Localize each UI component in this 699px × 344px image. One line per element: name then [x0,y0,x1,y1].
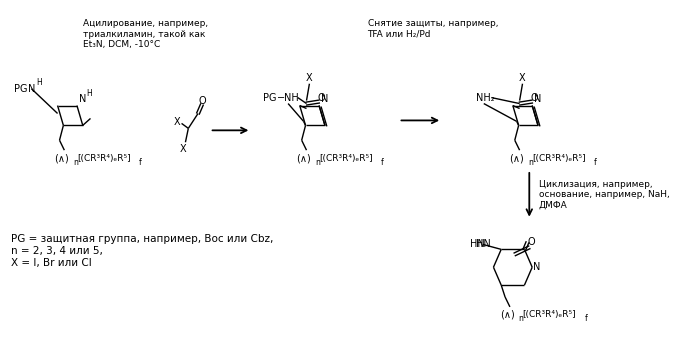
Text: [(CR³R⁴)ₑR⁵]: [(CR³R⁴)ₑR⁵] [77,154,131,163]
Text: X: X [519,73,526,83]
Text: NH: NH [284,93,299,103]
Text: Снятие защиты, например,
TFA или H₂/Pd: Снятие защиты, например, TFA или H₂/Pd [368,19,498,39]
Text: (∧): (∧) [54,153,69,163]
Text: N: N [79,94,86,104]
Text: PG: PG [263,93,276,103]
Text: O: O [528,237,535,247]
Text: O: O [198,96,206,106]
Text: H: H [87,89,92,98]
Text: −: − [278,93,286,103]
Text: Ацилирование, например,
триалкиламин, такой как
Et₃N, DCM, -10°C: Ацилирование, например, триалкиламин, та… [82,19,208,49]
Text: X: X [180,144,187,154]
Text: f: f [594,158,597,166]
Text: N: N [27,84,35,94]
Text: f: f [584,314,587,323]
Text: PG: PG [14,84,27,94]
Text: n: n [528,158,533,166]
Text: (∧): (∧) [510,153,524,163]
Text: n: n [73,158,78,166]
Text: N: N [533,262,540,272]
Text: (∧): (∧) [296,153,311,163]
Text: X: X [173,117,180,127]
Text: H: H [36,78,42,87]
Text: PG = защитная группа, например, Boc или Cbz,
n = 2, 3, 4 или 5,
X = I, Br или Cl: PG = защитная группа, например, Boc или … [11,235,273,268]
Text: f: f [381,158,384,166]
Text: O: O [531,93,538,103]
Text: n: n [315,158,320,166]
Text: Циклизация, например,
основание, например, NaH,
ДМФА: Циклизация, например, основание, наприме… [539,180,670,210]
Text: n: n [519,314,524,323]
Text: NH₂: NH₂ [476,93,495,103]
Text: HN: HN [476,239,491,249]
Text: N: N [534,94,542,104]
Text: O: O [317,93,325,103]
Text: (∧): (∧) [500,310,514,320]
Text: [(CR³R⁴)ₑR⁵]: [(CR³R⁴)ₑR⁵] [523,310,576,319]
Text: N: N [321,94,329,104]
Text: [(CR³R⁴)ₑR⁵]: [(CR³R⁴)ₑR⁵] [319,154,373,163]
Text: X: X [306,73,312,83]
Text: HN: HN [470,239,485,249]
Text: f: f [139,158,142,166]
Text: [(CR³R⁴)ₑR⁵]: [(CR³R⁴)ₑR⁵] [532,154,586,163]
